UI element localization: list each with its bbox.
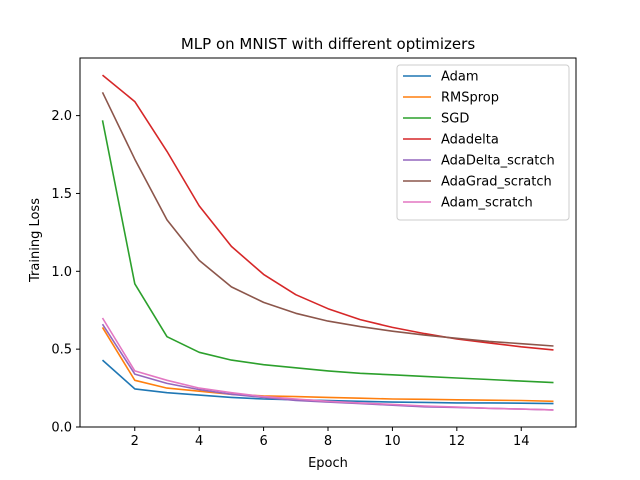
x-tick-label-3: 8 bbox=[324, 434, 332, 449]
y-tick-label-1: 0.5 bbox=[51, 343, 72, 358]
x-tick-label-5: 12 bbox=[449, 434, 466, 449]
x-tick-label-4: 10 bbox=[384, 434, 401, 449]
y-tick-label-4: 2.0 bbox=[51, 109, 72, 124]
series-line-2 bbox=[101, 120, 554, 384]
legend-label-5: AdaGrad_scratch bbox=[441, 175, 552, 190]
series-lines bbox=[101, 74, 554, 411]
x-tick-label-6: 14 bbox=[513, 434, 530, 449]
x-tick-label-1: 4 bbox=[195, 434, 203, 449]
legend-label-6: Adam_scratch bbox=[441, 196, 533, 211]
y-tick-label-0: 0.0 bbox=[51, 421, 72, 436]
legend-label-1: RMSprop bbox=[441, 91, 499, 106]
legend-label-0: Adam bbox=[441, 70, 479, 85]
legend-box bbox=[396, 64, 570, 221]
x-axis-label: Epoch bbox=[308, 456, 348, 471]
series-line-5 bbox=[101, 91, 554, 347]
ticks: 2 4 6 8 10 12 14 0.0 0.5 1.0 1.5 2.0 bbox=[51, 109, 529, 449]
x-tick-label-0: 2 bbox=[131, 434, 139, 449]
x-tick-label-2: 6 bbox=[259, 434, 267, 449]
series-line-6 bbox=[101, 317, 554, 411]
legend-label-3: Adadelta bbox=[441, 133, 499, 148]
y-tick-label-2: 1.0 bbox=[51, 265, 72, 280]
legend-label-4: AdaDelta_scratch bbox=[441, 154, 555, 169]
legend-label-2: SGD bbox=[441, 112, 469, 127]
series-line-3 bbox=[101, 74, 554, 351]
y-tick-label-3: 1.5 bbox=[51, 187, 72, 202]
y-axis-label: Training Loss bbox=[28, 198, 43, 283]
chart-title: MLP on MNIST with different optimizers bbox=[181, 35, 475, 53]
series-line-1 bbox=[101, 326, 554, 403]
legend: Adam RMSprop SGD Adadelta AdaDelta_scratch Ad… bbox=[396, 64, 570, 221]
